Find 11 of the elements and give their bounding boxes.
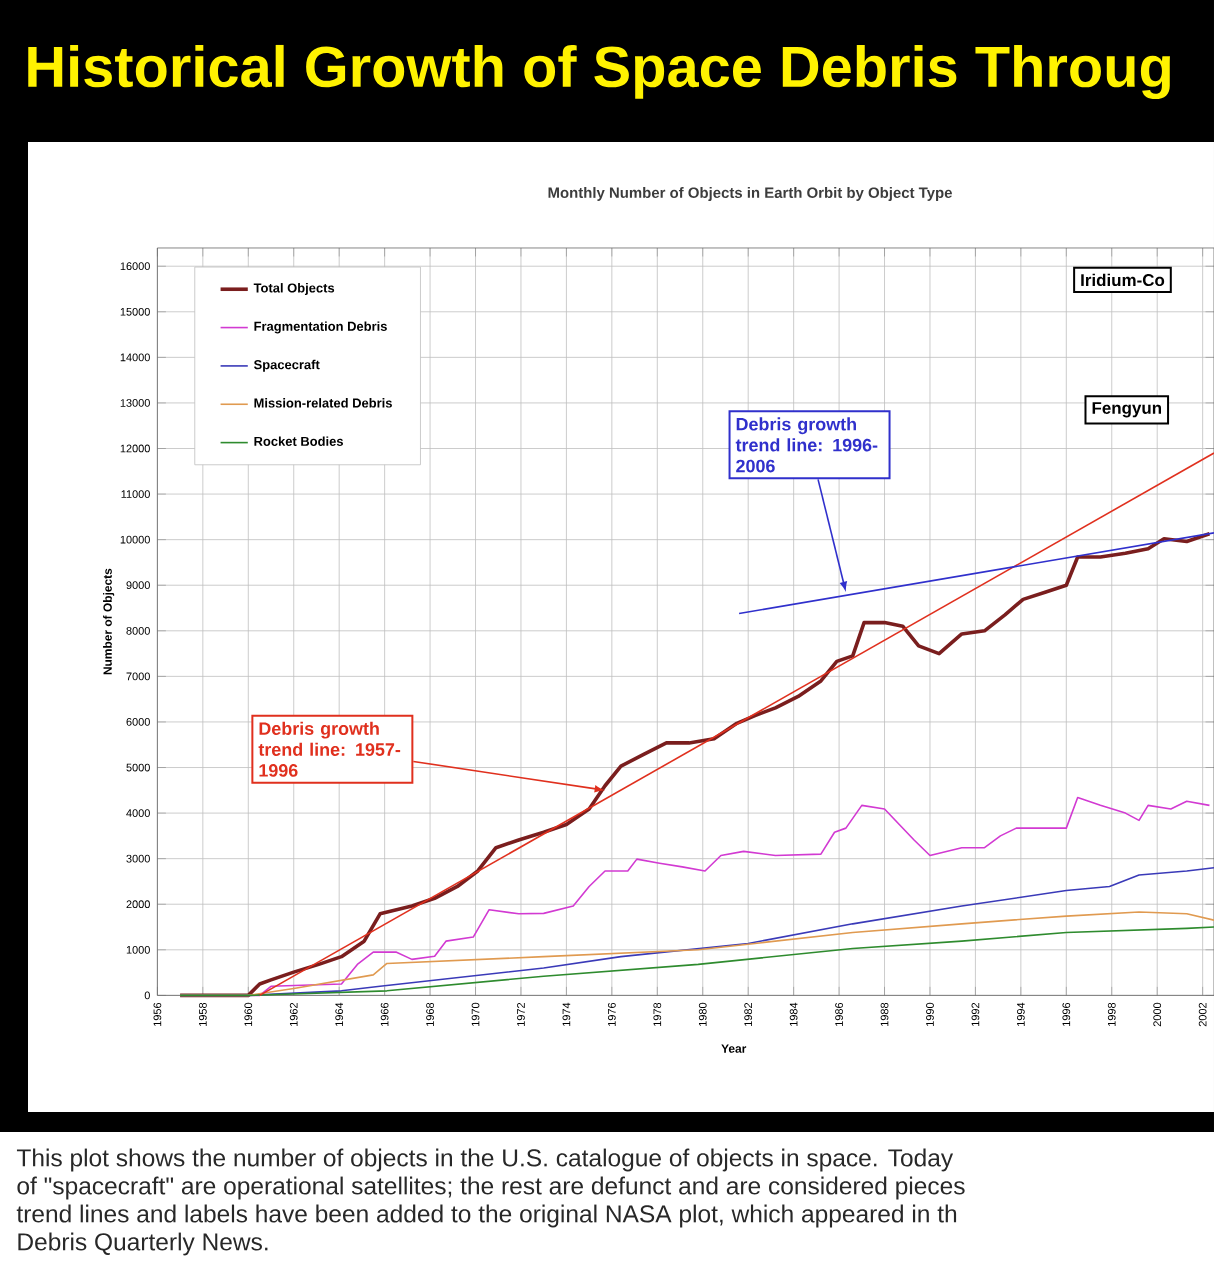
line-series — [179, 926, 1214, 997]
annotation: Debris growth trend line: 1996-2006 — [735, 417, 878, 473]
annotation: Debris growth trend line: 1957-1996 — [258, 721, 401, 777]
text: Debris Quarterly News. — [18, 1232, 268, 1256]
text: trend lines and labels have been added to the original NASA plot, which appeared in th — [16, 1204, 957, 1228]
annotation: Fengyun — [1092, 402, 1161, 418]
text: of "spacecraft" are operational satellites; the rest are defunct and are considered pieces — [17, 1176, 965, 1200]
text: This plot shows the number of objects in the U.S. catalogue of objects in space. Today — [16, 1148, 954, 1172]
annotation: Iridium-Co — [1081, 273, 1165, 287]
chart-title: Historical Growth of Space Debris Throug — [28, 44, 1170, 100]
line-series — [178, 531, 1212, 998]
